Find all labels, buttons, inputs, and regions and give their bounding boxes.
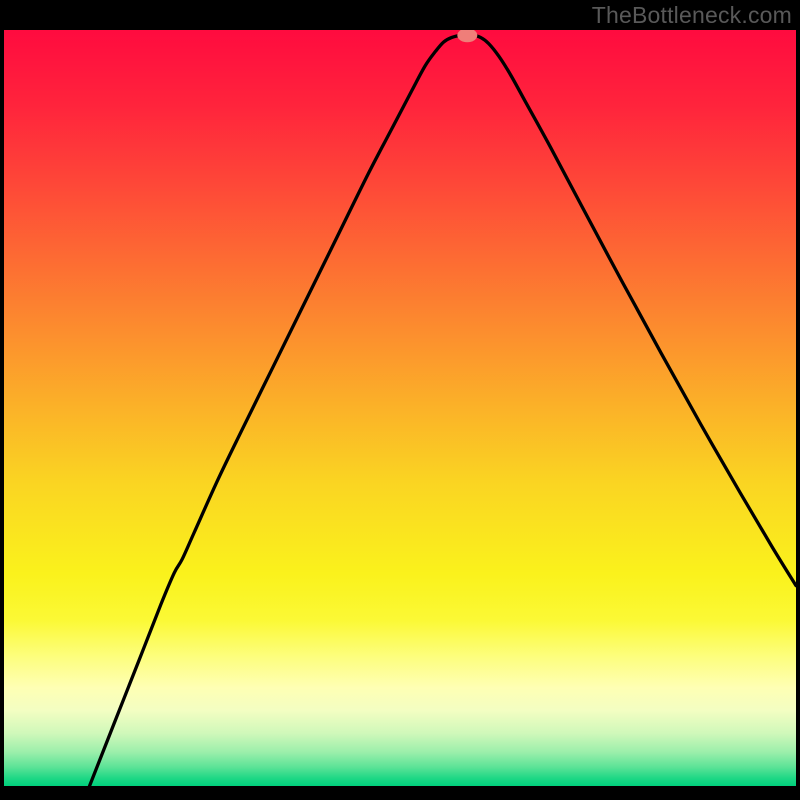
chart-area [4,30,796,786]
gradient-background [4,30,796,786]
frame-bottom [0,786,800,800]
chart-svg [4,30,796,786]
frame-right [796,0,800,800]
attribution-text: TheBottleneck.com [592,2,792,29]
